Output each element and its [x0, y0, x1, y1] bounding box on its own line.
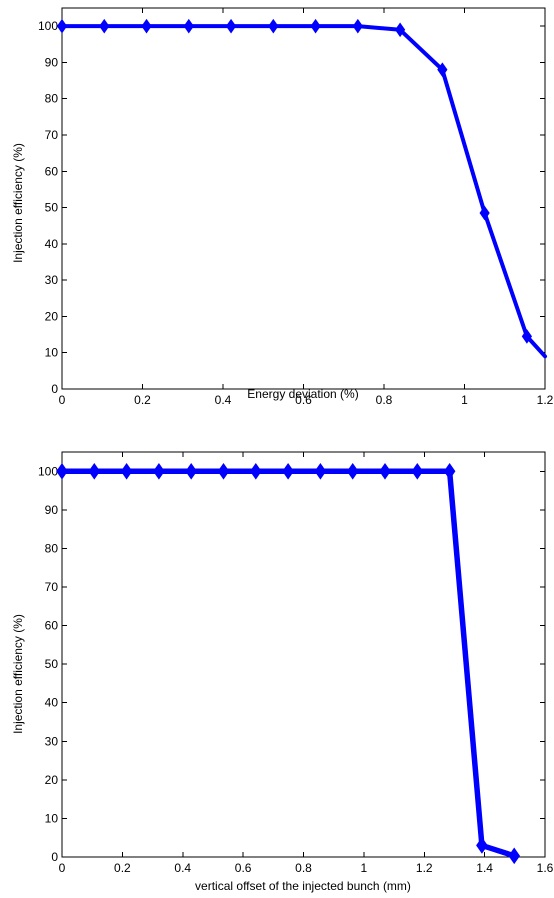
data-point-marker	[56, 18, 68, 34]
data-point-marker	[99, 18, 110, 34]
data-point-marker	[508, 847, 521, 865]
series-line	[59, 468, 517, 859]
y-axis-title: Injection efficiency (%)	[11, 143, 25, 263]
x-tick-label: 1	[361, 861, 368, 875]
chart-vertical-offset: vertical offset of the injected bunch (m…	[11, 451, 554, 893]
data-point-marker	[120, 462, 133, 480]
y-tick-label: 30	[45, 273, 59, 287]
data-point-marker	[153, 462, 165, 480]
y-tick-label: 80	[45, 541, 59, 555]
x-tick-label: 0.8	[376, 393, 393, 407]
x-tick-label: 0.4	[174, 861, 191, 875]
series-line	[60, 24, 547, 359]
y-tick-label: 0	[51, 850, 58, 864]
data-point-marker	[141, 18, 152, 34]
data-point-marker	[521, 329, 533, 344]
plot-area-frame	[61, 7, 546, 390]
x-axis-title: vertical offset of the injected bunch (m…	[195, 879, 411, 893]
data-point-marker	[443, 462, 456, 480]
x-tick-label: 1.2	[537, 393, 554, 407]
y-tick-label: 80	[45, 92, 59, 106]
data-point-marker	[217, 462, 230, 480]
y-tick-label: 10	[45, 346, 59, 360]
data-point-marker	[346, 462, 359, 480]
data-point-marker	[379, 462, 391, 480]
y-tick-label: 60	[45, 164, 59, 178]
y-tick-label: 90	[45, 503, 59, 517]
x-tick-label: 1.4	[476, 861, 493, 875]
y-tick-label: 20	[45, 773, 59, 787]
x-tick-label: 0	[59, 393, 66, 407]
y-tick-label: 100	[38, 464, 58, 478]
y-tick-label: 10	[45, 811, 59, 825]
plot-area-frame	[61, 451, 546, 858]
x-tick-label: 0.8	[295, 861, 312, 875]
x-axis-title: Energy deviation (%)	[247, 387, 358, 401]
y-axis-title: Injection efficiency (%)	[11, 614, 25, 734]
data-point-marker	[183, 18, 194, 34]
y-tick-label: 70	[45, 128, 59, 142]
data-point-marker	[437, 62, 448, 77]
x-tick-label: 0.6	[295, 393, 312, 407]
y-tick-label: 70	[45, 580, 59, 594]
data-point-marker	[352, 18, 363, 34]
data-point-marker	[476, 837, 488, 854]
x-tick-label: 1	[461, 393, 468, 407]
data-point-marker	[185, 462, 198, 480]
x-tick-label: 1.6	[537, 861, 554, 875]
x-tick-label: 1.2	[416, 861, 433, 875]
y-tick-label: 20	[45, 309, 59, 323]
data-point-marker	[268, 18, 279, 34]
chart-energy-deviation: Energy deviation (%) Injection efficienc…	[11, 7, 554, 407]
x-tick-label: 0.6	[235, 861, 252, 875]
data-point-marker	[225, 18, 237, 34]
data-point-marker	[411, 462, 424, 480]
y-tick-label: 90	[45, 55, 59, 69]
data-point-marker	[394, 22, 406, 38]
y-tick-label: 100	[38, 19, 58, 33]
x-tick-label: 0.2	[114, 861, 131, 875]
y-tick-label: 60	[45, 619, 59, 633]
x-tick-label: 0.4	[215, 393, 232, 407]
data-point-marker	[314, 462, 327, 480]
data-point-marker	[479, 205, 490, 221]
y-tick-label: 50	[45, 201, 59, 215]
y-tick-label: 40	[45, 696, 59, 710]
y-tick-label: 50	[45, 657, 59, 671]
data-point-marker	[310, 18, 321, 34]
data-point-marker	[249, 462, 262, 480]
y-tick-label: 30	[45, 734, 59, 748]
data-point-marker	[56, 462, 68, 480]
y-tick-label: 0	[51, 382, 58, 396]
x-tick-label: 0.2	[134, 393, 151, 407]
data-point-marker	[88, 462, 101, 480]
y-tick-label: 40	[45, 237, 59, 251]
data-point-marker	[282, 462, 294, 480]
x-tick-label: 0	[59, 861, 66, 875]
